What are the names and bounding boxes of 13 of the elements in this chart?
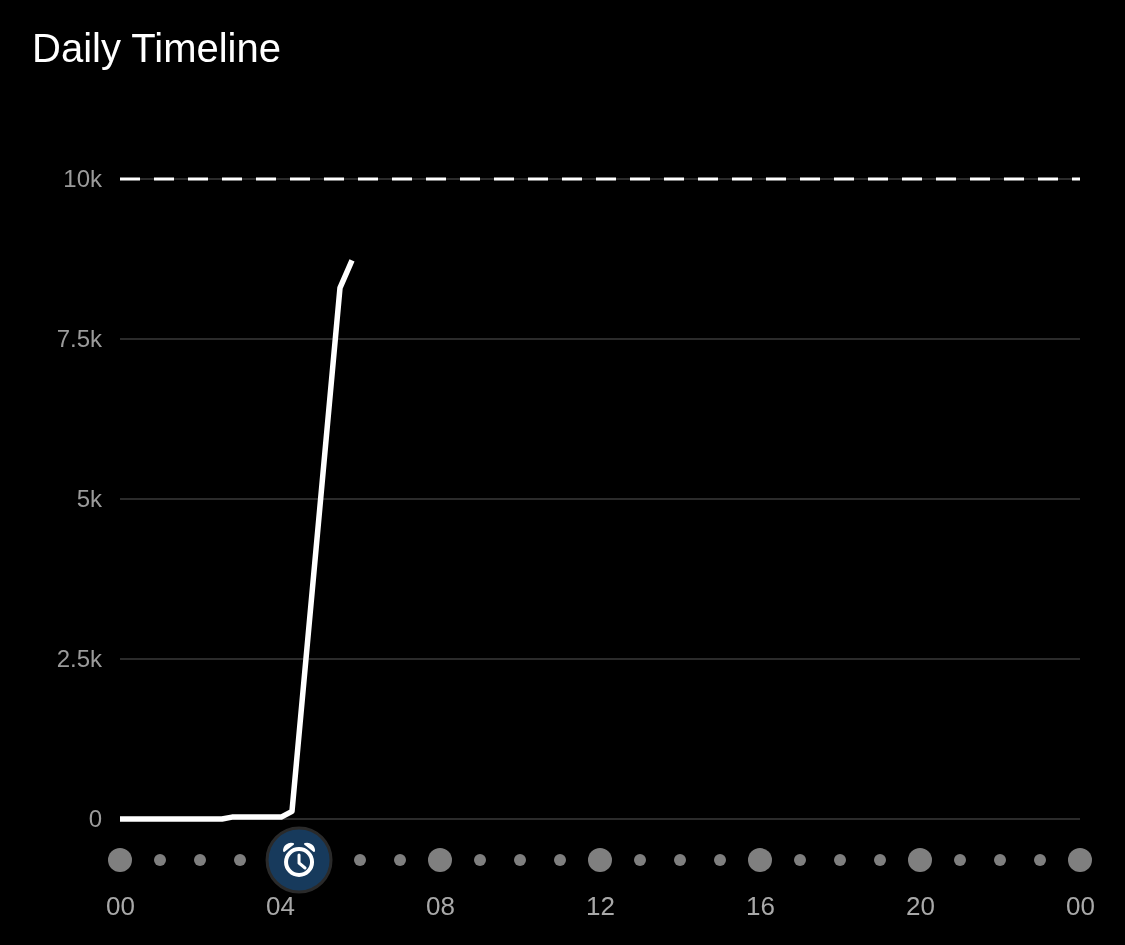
x-tick-label: 00	[106, 891, 135, 922]
x-tick-label: 08	[426, 891, 455, 922]
y-tick-label: 2.5k	[56, 645, 103, 673]
x-tick-label: 16	[746, 891, 775, 922]
y-tick-label: 10k	[63, 165, 103, 193]
y-tick-label: 5k	[76, 485, 103, 513]
x-tick-label: 04	[266, 891, 295, 922]
x-tick-label: 00	[1066, 891, 1095, 922]
y-tick-label: 0	[88, 805, 102, 833]
y-tick-label: 7.5k	[56, 325, 103, 353]
chart-title: Daily Timeline	[32, 26, 281, 70]
x-tick-label: 12	[586, 891, 615, 922]
x-tick-label: 20	[906, 891, 935, 922]
